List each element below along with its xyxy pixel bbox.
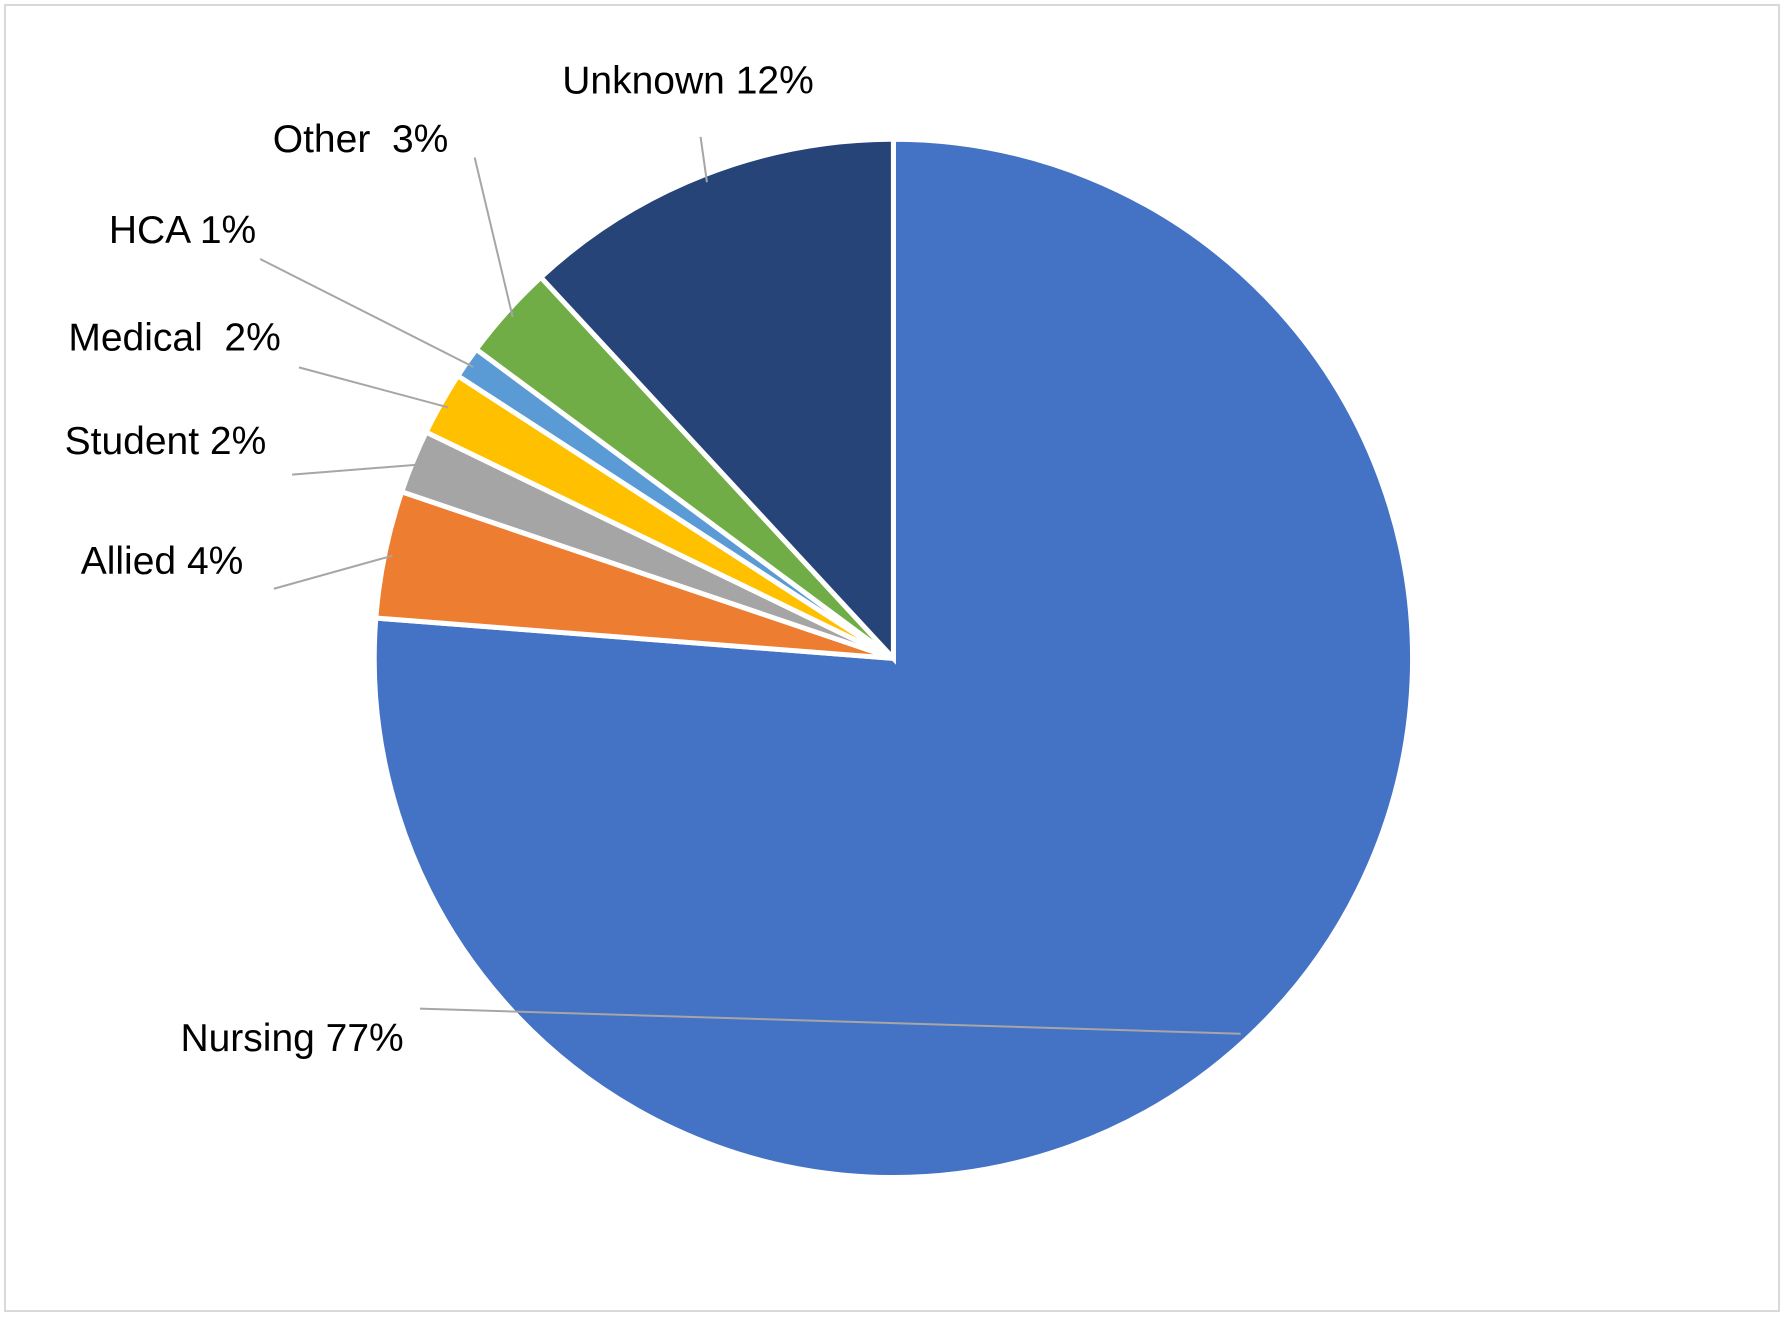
leader-line <box>419 1007 1241 1035</box>
data-label: Student 2% <box>65 420 267 463</box>
data-label: Nursing 77% <box>180 1017 403 1060</box>
leader-line <box>292 463 421 476</box>
leader-line <box>298 366 449 409</box>
data-label: HCA 1% <box>109 209 256 252</box>
pie-slice <box>537 136 896 665</box>
leader-line <box>259 258 474 368</box>
leader-line <box>473 157 514 318</box>
data-label: Medical 2% <box>68 316 280 359</box>
data-label: Allied 4% <box>81 540 244 583</box>
leader-line <box>699 136 708 183</box>
data-label: Unknown 12% <box>562 60 813 103</box>
data-label: Other 3% <box>273 118 449 161</box>
leader-line <box>273 554 393 590</box>
